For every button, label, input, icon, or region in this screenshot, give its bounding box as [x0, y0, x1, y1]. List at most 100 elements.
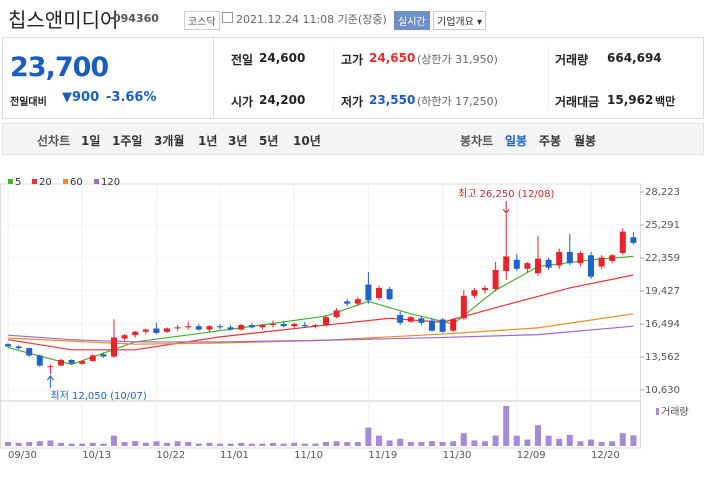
volume-bar [460, 433, 467, 446]
candle-body [79, 361, 86, 364]
item-value: 664,694 [607, 51, 662, 65]
period-tab[interactable]: 3년 [228, 134, 248, 148]
candle-body [556, 251, 563, 266]
timestamp: 2021.12.24 11:08 기준(장중) [236, 13, 387, 26]
candle-body [36, 355, 43, 366]
y-tick-label: 22,359 [645, 253, 680, 264]
volume-bar [354, 442, 361, 446]
volume-bar [503, 406, 510, 446]
stock-code: 094360 [113, 12, 159, 25]
company-info-button[interactable]: 기업개요 ▾ [433, 11, 487, 30]
change: ▼900 [62, 90, 100, 105]
candle-body [513, 259, 520, 269]
candle-body [407, 317, 414, 322]
candle-body [439, 319, 446, 332]
candle-body [323, 317, 329, 326]
candle-body [270, 323, 276, 326]
volume-bar [556, 438, 563, 446]
change-label: 전일대비 [10, 97, 47, 108]
candle-body [492, 269, 499, 290]
candle-body [588, 255, 594, 277]
ma-line [7, 274, 634, 351]
period-tab[interactable]: 5년 [259, 134, 279, 148]
change-value: 900 [72, 90, 100, 105]
volume-bar [397, 438, 404, 446]
divider [333, 46, 334, 110]
candle-period-tab[interactable]: 주봉 [539, 134, 562, 148]
volume-bar [333, 441, 340, 446]
candle-period-tab[interactable]: 월봉 [574, 134, 597, 148]
stock-name: 칩스앤미디어 [8, 8, 119, 32]
x-tick-label: 11/01 [220, 450, 249, 461]
candle-body [577, 253, 584, 264]
volume-bar [58, 442, 64, 446]
volume-bar [545, 435, 552, 446]
volume-bar [36, 441, 43, 446]
high-annotation: 최고 26,250 (12/08) [458, 188, 554, 200]
candle-body [354, 299, 361, 304]
volume-bar [248, 443, 255, 446]
candle-body [142, 329, 149, 332]
volume-bar [153, 441, 160, 446]
candle-chart-tab[interactable]: 봉차트 [460, 134, 494, 148]
volume-bar [598, 442, 605, 446]
summary: 23,700 전일대비 ▼900 -3.66% 전일 24,600 고가 24,650… [2, 37, 704, 119]
volume-bar [407, 442, 414, 446]
ma-line [7, 313, 634, 345]
volume-bar [206, 442, 213, 446]
volume-bar [280, 443, 287, 446]
line-chart-tab[interactable]: 선차트 [37, 134, 71, 148]
y-tick-label: 28,223 [645, 187, 680, 198]
volume-bar [450, 441, 457, 446]
candle-body [238, 325, 245, 330]
candle-period-tab[interactable]: 일봉 [505, 134, 528, 148]
item-value: 15,962 [607, 93, 654, 107]
candle-body [227, 327, 234, 330]
volume-bar [100, 443, 107, 446]
item-value: 24,200 [259, 93, 306, 107]
volume-bar [471, 440, 478, 446]
volume-bar [323, 442, 329, 446]
candle-body [121, 335, 128, 339]
low-annotation: 최저 12,050 (10/07) [50, 390, 146, 402]
candle-body [312, 325, 319, 327]
candle-body [609, 255, 616, 261]
period-tab[interactable]: 3개월 [154, 134, 185, 148]
candle-body [535, 258, 541, 274]
x-tick-label: 11/30 [443, 450, 472, 461]
candle-body [100, 354, 107, 357]
volume-bar [217, 443, 223, 446]
item-label: 전일 [231, 53, 254, 67]
x-tick-label: 10/13 [82, 450, 111, 461]
volume-bar [68, 443, 75, 446]
x-tick-label: 12/09 [517, 450, 546, 461]
period-tab[interactable]: 10년 [293, 134, 321, 148]
legend-label: 20 [39, 177, 52, 188]
y-tick-label: 13,562 [645, 352, 680, 363]
legend-swatch [8, 179, 13, 184]
candle-body [259, 325, 266, 328]
volume-bar [142, 442, 149, 446]
period-tab[interactable]: 1년 [198, 134, 218, 148]
period-tab[interactable]: 1일 [81, 134, 101, 148]
candle-body [248, 325, 255, 328]
candle-body [333, 310, 340, 318]
item-value: 23,550 [369, 93, 416, 107]
legend-label: 60 [70, 177, 83, 188]
volume-bar [111, 435, 117, 446]
y-tick-label: 25,291 [645, 220, 680, 231]
header: 칩스앤미디어 094360 코스닥 2021.12.24 11:08 기준(장중… [0, 0, 704, 34]
period-tab[interactable]: 1주일 [112, 134, 143, 148]
candle-body [619, 231, 626, 254]
y-tick-label: 10,630 [645, 385, 680, 396]
candle-body [503, 256, 510, 272]
candle-body [386, 289, 393, 300]
realtime-badge[interactable]: 실시간 [394, 11, 430, 30]
candle-body [376, 287, 382, 299]
company-info-label: 기업개요 [437, 17, 474, 28]
volume-bar [301, 443, 308, 446]
item-extra: (상한가 31,950) [417, 53, 498, 66]
item-label: 거래대금 [555, 95, 600, 109]
volume-bar [89, 442, 96, 446]
x-tick-label: 11/19 [368, 450, 397, 461]
